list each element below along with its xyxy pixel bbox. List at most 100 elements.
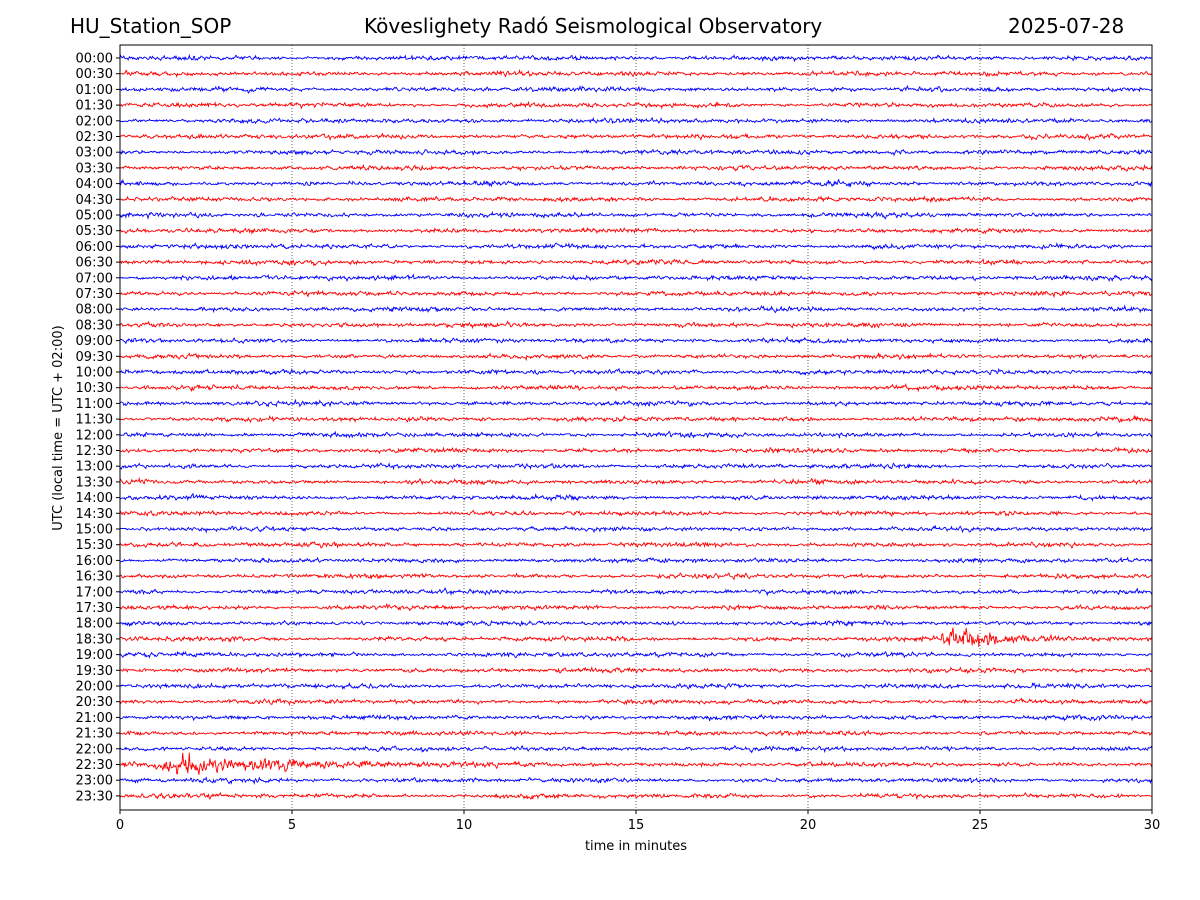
trace-15:30 [120, 541, 1152, 549]
y-tick-label: 03:00 [76, 146, 113, 161]
trace-11:00 [120, 398, 1152, 408]
trace-13:30 [120, 476, 1152, 486]
y-tick-label: 00:00 [76, 52, 113, 67]
trace-14:00 [120, 492, 1152, 502]
trace-20:00 [120, 681, 1152, 690]
trace-16:00 [120, 556, 1152, 564]
trace-10:00 [120, 367, 1152, 377]
trace-11:30 [120, 414, 1152, 424]
y-tick-label: 08:30 [76, 318, 113, 333]
y-tick-label: 12:00 [76, 428, 113, 443]
trace-00:30 [120, 68, 1152, 79]
trace-06:30 [120, 258, 1152, 267]
x-tick-label: 20 [800, 818, 817, 833]
y-tick-label: 00:30 [76, 67, 113, 82]
y-tick-label: 17:30 [76, 601, 113, 616]
x-tick-label: 25 [972, 818, 989, 833]
trace-22:00 [120, 745, 1152, 754]
y-tick-label: 19:30 [76, 664, 113, 679]
trace-22:30 [120, 752, 1152, 775]
trace-19:30 [120, 666, 1152, 675]
y-tick-label: 19:00 [76, 648, 113, 663]
x-axis: 0 5 10 15 20 25 30 [116, 810, 1160, 833]
y-tick-label: 10:00 [76, 366, 113, 381]
x-tick-label: 0 [116, 818, 124, 833]
trace-01:00 [120, 84, 1152, 94]
y-tick-label: 15:00 [76, 523, 113, 538]
y-tick-label: 11:00 [76, 397, 113, 412]
trace-03:00 [120, 148, 1152, 157]
y-axis: 00:0000:3001:0001:3002:0002:3003:0003:30… [76, 52, 120, 804]
trace-09:30 [120, 352, 1152, 362]
y-tick-label: 16:00 [76, 554, 113, 569]
y-tick-label: 17:00 [76, 585, 113, 600]
y-tick-label: 11:30 [76, 413, 113, 428]
trace-23:30 [120, 791, 1152, 801]
y-tick-label: 23:30 [76, 789, 113, 804]
trace-20:30 [120, 697, 1152, 707]
y-tick-label: 13:30 [76, 475, 113, 490]
y-tick-label: 20:30 [76, 695, 113, 710]
observatory-title: Köveslighety Radó Seismological Observat… [364, 14, 823, 38]
y-tick-label: 02:30 [76, 130, 113, 145]
trace-08:30 [120, 320, 1152, 330]
y-tick-label: 01:00 [76, 83, 113, 98]
trace-03:30 [120, 163, 1152, 173]
x-axis-label: time in minutes [585, 839, 687, 854]
trace-21:30 [120, 729, 1152, 738]
y-axis-label: UTC (local time = UTC + 02:00) [51, 325, 66, 530]
y-tick-label: 04:00 [76, 177, 113, 192]
trace-23:00 [120, 776, 1152, 785]
traces [120, 53, 1152, 801]
trace-17:00 [120, 587, 1152, 597]
trace-05:00 [120, 210, 1152, 220]
y-tick-label: 07:00 [76, 271, 113, 286]
y-tick-label: 07:30 [76, 287, 113, 302]
y-tick-label: 09:00 [76, 334, 113, 349]
trace-15:00 [120, 524, 1152, 534]
y-tick-label: 18:30 [76, 632, 113, 647]
grid-lines [291, 45, 981, 810]
trace-10:30 [120, 382, 1152, 393]
trace-19:00 [120, 650, 1152, 659]
trace-09:00 [120, 336, 1152, 345]
y-tick-label: 21:00 [76, 711, 113, 726]
trace-12:30 [120, 446, 1152, 455]
trace-21:00 [120, 713, 1152, 722]
trace-00:00 [120, 53, 1152, 63]
x-tick-label: 10 [456, 818, 473, 833]
trace-02:00 [120, 116, 1152, 125]
y-tick-label: 01:30 [76, 99, 113, 114]
trace-17:30 [120, 603, 1152, 612]
y-tick-label: 22:00 [76, 742, 113, 757]
trace-07:30 [120, 289, 1152, 299]
trace-05:30 [120, 226, 1152, 236]
trace-04:30 [120, 195, 1152, 204]
y-tick-label: 14:00 [76, 491, 113, 506]
y-tick-label: 05:00 [76, 209, 113, 224]
x-tick-label: 30 [1144, 818, 1161, 833]
trace-12:00 [120, 430, 1152, 440]
y-tick-label: 21:30 [76, 727, 113, 742]
y-tick-label: 05:30 [76, 224, 113, 239]
trace-08:00 [120, 304, 1152, 314]
y-tick-label: 06:00 [76, 240, 113, 255]
y-tick-label: 15:30 [76, 538, 113, 553]
y-tick-label: 09:30 [76, 350, 113, 365]
y-tick-label: 23:00 [76, 774, 113, 789]
station-name: HU_Station_SOP [70, 14, 232, 38]
trace-06:00 [120, 242, 1152, 251]
y-tick-label: 12:30 [76, 444, 113, 459]
y-tick-label: 03:30 [76, 161, 113, 176]
trace-18:00 [120, 619, 1152, 627]
chart-date: 2025-07-28 [1008, 14, 1125, 38]
trace-04:00 [120, 178, 1152, 188]
trace-02:30 [120, 132, 1152, 142]
y-tick-label: 18:00 [76, 617, 113, 632]
y-tick-label: 10:30 [76, 381, 113, 396]
y-tick-label: 13:00 [76, 460, 113, 475]
trace-13:00 [120, 462, 1152, 471]
trace-01:30 [120, 100, 1152, 110]
y-tick-label: 16:30 [76, 570, 113, 585]
